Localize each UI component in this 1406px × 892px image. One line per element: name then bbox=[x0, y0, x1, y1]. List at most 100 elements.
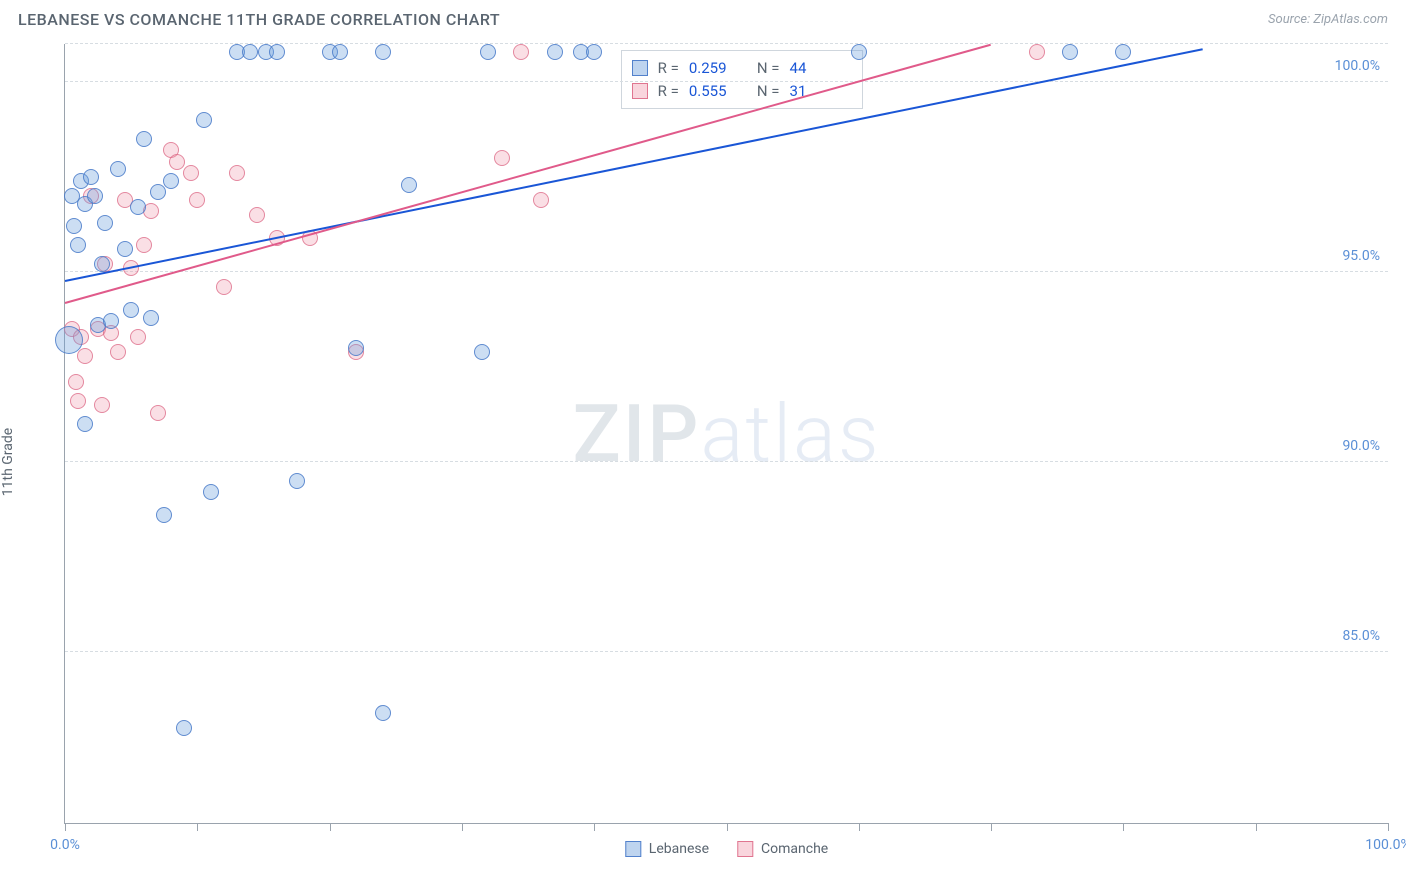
watermark-part1: ZIP bbox=[573, 387, 701, 481]
x-tick bbox=[594, 823, 595, 831]
swatch-icon bbox=[625, 841, 641, 857]
scatter-point bbox=[183, 165, 199, 181]
x-tick bbox=[991, 823, 992, 831]
scatter-point bbox=[77, 416, 93, 432]
scatter-point bbox=[110, 344, 126, 360]
scatter-point bbox=[332, 44, 348, 60]
scatter-point bbox=[77, 348, 93, 364]
r-value: 0.555 bbox=[689, 80, 747, 103]
source-attribution: Source: ZipAtlas.com bbox=[1268, 12, 1388, 27]
scatter-point bbox=[143, 310, 159, 326]
scatter-point bbox=[97, 215, 113, 231]
trendline bbox=[65, 44, 992, 304]
scatter-point bbox=[83, 169, 99, 185]
swatch-icon bbox=[632, 83, 648, 99]
scatter-point bbox=[136, 131, 152, 147]
scatter-point bbox=[494, 150, 510, 166]
scatter-point bbox=[229, 165, 245, 181]
scatter-point bbox=[289, 473, 305, 489]
scatter-point bbox=[401, 177, 417, 193]
watermark: ZIPatlas bbox=[573, 387, 881, 481]
x-tick bbox=[1256, 823, 1257, 831]
scatter-plot: ZIPatlas R = 0.259 N = 44 R = 0.555 N = … bbox=[64, 44, 1388, 824]
x-tick bbox=[1388, 823, 1389, 831]
scatter-point bbox=[1115, 44, 1131, 60]
y-axis-label: 11th Grade bbox=[0, 428, 16, 496]
stats-row-series2: R = 0.555 N = 31 bbox=[632, 80, 848, 103]
scatter-point bbox=[110, 161, 126, 177]
x-tick bbox=[859, 823, 860, 831]
scatter-point bbox=[169, 154, 185, 170]
header: LEBANESE VS COMANCHE 11TH GRADE CORRELAT… bbox=[0, 0, 1406, 35]
scatter-point bbox=[150, 184, 166, 200]
scatter-point bbox=[136, 237, 152, 253]
r-value: 0.259 bbox=[689, 57, 747, 80]
n-value: 44 bbox=[790, 57, 848, 80]
scatter-point bbox=[176, 720, 192, 736]
scatter-point bbox=[156, 507, 172, 523]
chart-title: LEBANESE VS COMANCHE 11TH GRADE CORRELAT… bbox=[18, 10, 500, 29]
scatter-point bbox=[474, 344, 490, 360]
scatter-point bbox=[547, 44, 563, 60]
scatter-point bbox=[123, 302, 139, 318]
scatter-point bbox=[216, 279, 232, 295]
stats-row-series1: R = 0.259 N = 44 bbox=[632, 57, 848, 80]
legend-item: Comanche bbox=[737, 841, 828, 857]
x-tick bbox=[65, 823, 66, 831]
scatter-point bbox=[203, 484, 219, 500]
scatter-point bbox=[375, 44, 391, 60]
x-tick bbox=[330, 823, 331, 831]
watermark-part2: atlas bbox=[700, 387, 880, 481]
scatter-point bbox=[1029, 44, 1045, 60]
legend-label: Comanche bbox=[761, 841, 828, 857]
scatter-point bbox=[117, 241, 133, 257]
x-tick bbox=[197, 823, 198, 831]
scatter-point bbox=[66, 218, 82, 234]
scatter-point bbox=[68, 374, 84, 390]
scatter-point bbox=[94, 397, 110, 413]
scatter-point bbox=[513, 44, 529, 60]
scatter-point bbox=[189, 192, 205, 208]
scatter-point bbox=[480, 44, 496, 60]
scatter-point bbox=[242, 44, 258, 60]
correlation-stats-box: R = 0.259 N = 44 R = 0.555 N = 31 bbox=[621, 50, 863, 109]
scatter-point bbox=[348, 340, 364, 356]
x-tick bbox=[1123, 823, 1124, 831]
x-tick-label: 100.0% bbox=[1365, 837, 1406, 853]
scatter-point bbox=[70, 237, 86, 253]
gridline bbox=[65, 271, 1388, 272]
swatch-icon bbox=[737, 841, 753, 857]
scatter-point bbox=[196, 112, 212, 128]
legend-label: Lebanese bbox=[649, 841, 709, 857]
scatter-point bbox=[375, 705, 391, 721]
y-tick-label: 90.0% bbox=[1342, 438, 1380, 454]
legend: Lebanese Comanche bbox=[625, 841, 828, 857]
n-label: N = bbox=[757, 57, 780, 80]
gridline bbox=[65, 461, 1388, 462]
x-tick bbox=[727, 823, 728, 831]
gridline bbox=[65, 81, 1388, 82]
legend-item: Lebanese bbox=[625, 841, 709, 857]
r-label: R = bbox=[658, 80, 679, 103]
scatter-point bbox=[150, 405, 166, 421]
scatter-point bbox=[533, 192, 549, 208]
scatter-point bbox=[103, 313, 119, 329]
scatter-point bbox=[70, 393, 86, 409]
scatter-point bbox=[586, 44, 602, 60]
y-tick-label: 85.0% bbox=[1342, 628, 1380, 644]
chart-container: 11th Grade ZIPatlas R = 0.259 N = 44 R =… bbox=[18, 44, 1388, 880]
scatter-point bbox=[1062, 44, 1078, 60]
scatter-point bbox=[130, 329, 146, 345]
y-tick-label: 95.0% bbox=[1342, 248, 1380, 264]
x-tick bbox=[462, 823, 463, 831]
swatch-icon bbox=[632, 60, 648, 76]
scatter-point bbox=[130, 199, 146, 215]
scatter-point bbox=[269, 44, 285, 60]
y-tick-label: 100.0% bbox=[1335, 58, 1380, 74]
x-tick-label: 0.0% bbox=[50, 837, 80, 853]
scatter-point bbox=[163, 173, 179, 189]
scatter-point bbox=[249, 207, 265, 223]
r-label: R = bbox=[658, 57, 679, 80]
scatter-point bbox=[94, 256, 110, 272]
scatter-point bbox=[55, 326, 83, 354]
